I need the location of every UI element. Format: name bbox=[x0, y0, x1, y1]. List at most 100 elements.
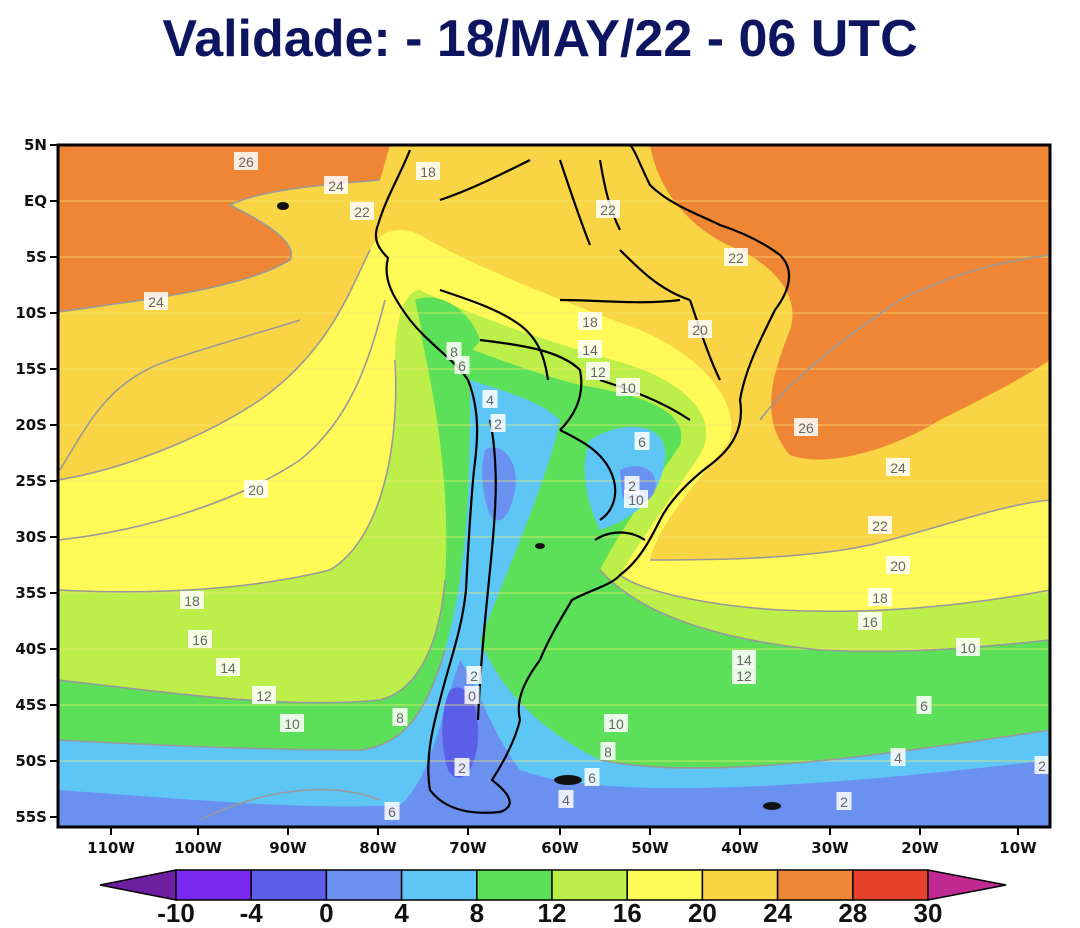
contour-label-bg bbox=[392, 708, 408, 726]
contour-label: 18 bbox=[184, 593, 200, 609]
contour-label-bg bbox=[956, 638, 980, 656]
contour-label-bg bbox=[858, 612, 882, 630]
contour-label: 6 bbox=[920, 698, 928, 714]
lat-label: 45S bbox=[15, 696, 47, 714]
contour-label: 24 bbox=[328, 178, 344, 194]
colorbar-box bbox=[852, 869, 929, 901]
contour-label-bg bbox=[416, 162, 440, 180]
lat-label: EQ bbox=[24, 192, 47, 210]
longitude-axis: 110W 100W 90W 80W 70W 60W 50W 40W 30W 20W 10W bbox=[87, 827, 1037, 857]
contour-label: 12 bbox=[256, 688, 272, 704]
border-peru-brazil bbox=[439, 288, 550, 381]
colorbar-max-arrow bbox=[927, 869, 1007, 901]
contour-label: 10 bbox=[620, 380, 636, 396]
contour-label: 8 bbox=[450, 344, 458, 360]
latitude-axis: 5N EQ 5S 10S 15S 20S 25S 30S 35S 40S 45S 50S 55S bbox=[15, 136, 58, 826]
lat-label: 25S bbox=[15, 472, 47, 490]
contour-label: 18 bbox=[420, 164, 436, 180]
band-0-4 bbox=[58, 660, 1050, 827]
contour-label: 4 bbox=[894, 750, 902, 766]
contour-label: 10 bbox=[608, 716, 624, 732]
contour-label-bg bbox=[732, 666, 756, 684]
contour-label-bg bbox=[144, 292, 168, 310]
border-colombia-venezuela bbox=[439, 159, 531, 202]
contour-label-bg bbox=[724, 248, 748, 266]
lat-label: 50S bbox=[15, 752, 47, 770]
contour-label-bg bbox=[624, 490, 648, 508]
contour-label-bg bbox=[916, 696, 932, 714]
contour-label: 26 bbox=[798, 420, 814, 436]
colorbar-min-arrow bbox=[99, 869, 177, 901]
contour-label: 2 bbox=[494, 416, 502, 432]
lon-label: 50W bbox=[631, 839, 669, 857]
contour-label: 18 bbox=[872, 590, 888, 606]
lon-label: 10W bbox=[999, 839, 1037, 857]
contour-label-bg bbox=[634, 432, 650, 450]
contour-label-bg bbox=[586, 362, 610, 380]
contour-label: 2 bbox=[1038, 758, 1046, 774]
contour-label-bg bbox=[616, 378, 640, 396]
contour-label-bg bbox=[280, 714, 304, 732]
colorbar-box bbox=[776, 869, 854, 901]
border-guianas bbox=[558, 159, 621, 246]
colorbar-box bbox=[701, 869, 779, 901]
contour-label: 6 bbox=[388, 804, 396, 820]
lat-gridlines bbox=[58, 200, 1050, 762]
colorbar-box bbox=[250, 869, 328, 901]
border-bolivia bbox=[479, 338, 583, 431]
contour-label-bg bbox=[558, 790, 574, 808]
contour-label-bg bbox=[216, 658, 240, 676]
contour-label: 22 bbox=[728, 250, 744, 266]
colorbar: -10 -4 0 4 8 12 16 20 24 28 30 bbox=[99, 869, 1007, 928]
colorbar-box bbox=[476, 869, 553, 901]
contour-label-bg bbox=[868, 588, 892, 606]
contour-label: 18 bbox=[582, 314, 598, 330]
contour-label: 24 bbox=[890, 460, 906, 476]
contour-label: 26 bbox=[238, 154, 254, 170]
contour-label-bg bbox=[324, 176, 348, 194]
colorbar-box bbox=[626, 869, 704, 901]
lat-label: 20S bbox=[15, 416, 47, 434]
map-title: Validade: - 18/MAY/22 - 06 UTC bbox=[162, 10, 918, 68]
contour-label: 2 bbox=[470, 668, 478, 684]
colorbar-tick-label: 28 bbox=[838, 898, 867, 928]
contour-label: 10 bbox=[960, 640, 976, 656]
border-uruguay bbox=[594, 531, 646, 541]
contour-label: 4 bbox=[486, 392, 494, 408]
contour-label: 16 bbox=[862, 614, 878, 630]
contour-label-bg bbox=[886, 458, 910, 476]
contour-label: 14 bbox=[582, 342, 598, 358]
contour-label: 22 bbox=[600, 202, 616, 218]
lat-label: 15S bbox=[15, 360, 47, 378]
lat-label: 30S bbox=[15, 528, 47, 546]
contour-label-bg bbox=[454, 758, 470, 776]
lon-label: 90W bbox=[269, 839, 307, 857]
contour-label-bg bbox=[234, 152, 258, 170]
colorbar-tick-label: 4 bbox=[394, 898, 409, 928]
contour-label: 8 bbox=[396, 710, 404, 726]
contour-label: 4 bbox=[562, 792, 570, 808]
colorbar-box bbox=[175, 869, 252, 901]
lon-label: 80W bbox=[359, 839, 397, 857]
lat-label: 5N bbox=[24, 136, 47, 154]
contour-label: 12 bbox=[736, 668, 752, 684]
contour-label-bg bbox=[180, 591, 204, 609]
contour-label-bg bbox=[252, 686, 276, 704]
contour-label-bg bbox=[446, 342, 462, 360]
contour-label-bg bbox=[454, 356, 470, 374]
lon-label: 70W bbox=[449, 839, 487, 857]
contour-label-bg bbox=[890, 748, 906, 766]
colorbar-tick-label: -10 bbox=[157, 898, 195, 928]
contour-label-bg bbox=[688, 320, 712, 338]
contour-label-bg bbox=[584, 768, 600, 786]
colorbar-tick-label: 16 bbox=[613, 898, 642, 928]
contour-label-bg bbox=[350, 202, 374, 220]
lat-label: 5S bbox=[26, 248, 47, 266]
lat-label: 35S bbox=[15, 584, 47, 602]
lat-label: 55S bbox=[15, 808, 47, 826]
contour-label: 14 bbox=[736, 652, 752, 668]
contour-label: 12 bbox=[590, 364, 606, 380]
colorbar-tick-label: 12 bbox=[538, 898, 567, 928]
contour-label: 16 bbox=[192, 632, 208, 648]
